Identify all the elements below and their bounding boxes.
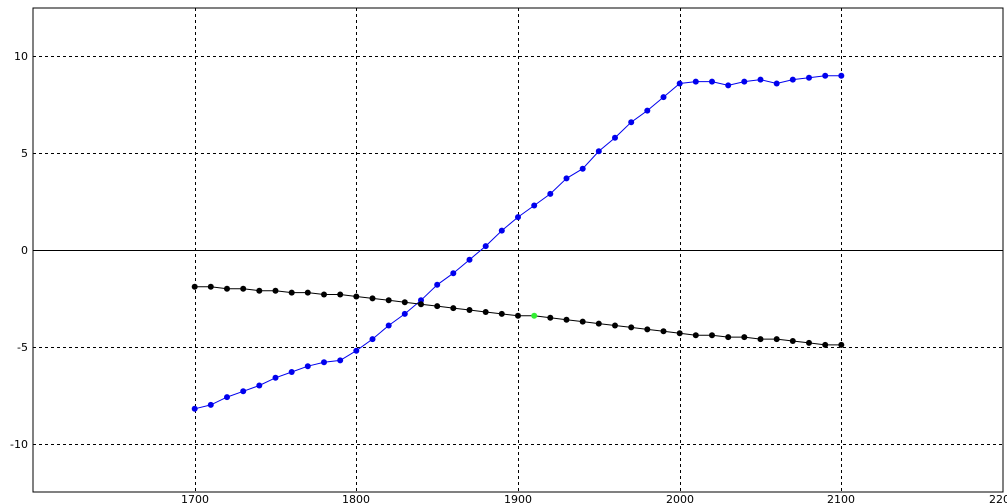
series-1-point	[450, 305, 457, 312]
series-1-point	[741, 334, 748, 341]
series-0-point	[579, 165, 586, 172]
series-0-point	[304, 363, 311, 370]
y-tick-label: -10	[10, 438, 28, 451]
series-1-point	[224, 285, 230, 292]
series-0-point	[401, 310, 408, 317]
series-0-point	[272, 374, 279, 381]
series-0-point	[612, 134, 618, 141]
series-0-point	[676, 80, 683, 87]
series-1-point	[401, 299, 408, 306]
series-1-point	[692, 332, 699, 339]
y-tick-label: 0	[21, 244, 28, 257]
series-0-point	[498, 227, 505, 234]
series-0-point	[191, 405, 198, 412]
x-tick-label: 1900	[504, 493, 532, 504]
series-1-point	[838, 341, 845, 348]
x-tick-label: 2000	[666, 493, 694, 504]
series-0-point	[240, 388, 247, 395]
series-0-point	[434, 281, 441, 288]
series-1-point	[660, 328, 667, 335]
series-0-point	[628, 119, 635, 126]
series-1-point	[272, 287, 279, 294]
series-0-point	[806, 74, 812, 81]
series-0-point	[692, 78, 699, 85]
series-1-point	[498, 310, 505, 317]
series-1-point	[321, 291, 327, 298]
series-1-point	[434, 303, 441, 310]
series-1-point	[579, 318, 586, 325]
series-1-point	[563, 316, 570, 323]
series-0-point	[369, 336, 376, 343]
series-1-point	[207, 283, 214, 290]
series-0-point	[207, 401, 214, 408]
series-0-point	[547, 190, 554, 197]
y-tick-label: 10	[14, 50, 28, 63]
series-0-point	[838, 72, 845, 79]
series-0-point	[773, 80, 780, 87]
series-1-point	[628, 324, 635, 331]
series-1-point	[466, 307, 473, 313]
series-0-point	[224, 394, 230, 401]
series-1-point	[547, 314, 554, 321]
series-0-point	[337, 357, 344, 364]
series-1-point	[709, 332, 715, 339]
series-0-point	[256, 382, 263, 389]
series-0-point	[531, 202, 538, 209]
series-1-point	[612, 322, 618, 329]
tick-labels: 1700 1800 1900 2000 2100 2200 -10 -5 0 5 10	[10, 50, 1007, 504]
series-1-point	[385, 297, 392, 304]
series-0-point	[321, 359, 327, 366]
series-1-point	[256, 287, 263, 294]
series-0-point	[482, 243, 489, 250]
series-1-point	[822, 341, 829, 348]
series-1-point	[288, 289, 295, 296]
series-0-point	[789, 76, 796, 83]
series-1-point	[676, 330, 683, 337]
series-0-point	[741, 78, 748, 85]
x-tick-label: 1700	[181, 493, 209, 504]
y-tick-label: 5	[21, 147, 28, 160]
series-0-point	[660, 94, 667, 101]
x-tick-label: 2200	[989, 493, 1007, 504]
series-1-point	[337, 291, 344, 298]
series-0-point	[725, 82, 732, 89]
series-1-point	[482, 309, 489, 315]
series-1-point	[757, 336, 764, 343]
series-1-point	[418, 301, 424, 308]
series-0-point	[563, 175, 570, 182]
series-1-point	[240, 285, 247, 292]
series-0-point	[757, 76, 764, 83]
series-0-point	[822, 72, 829, 79]
series-0-point	[515, 214, 521, 221]
plot-frame	[32, 7, 1004, 493]
y-tick-label: -5	[17, 341, 28, 354]
series-0-point	[385, 322, 392, 329]
series-1-highlight-point	[531, 312, 538, 319]
series-0-point	[709, 78, 715, 85]
x-tick-label: 2100	[827, 493, 855, 504]
series-1-point	[353, 293, 360, 300]
series-0-point	[595, 148, 602, 155]
series-0-point	[288, 369, 295, 375]
series-1-point	[789, 338, 796, 344]
series-1-point	[644, 326, 651, 333]
x-tick-label: 1800	[342, 493, 370, 504]
series-0-point	[353, 347, 360, 354]
series-0-point	[450, 270, 457, 277]
series-1-point	[725, 334, 732, 341]
series-1-point	[304, 289, 311, 296]
series-1-point	[515, 312, 521, 319]
series-1-point	[191, 283, 198, 290]
series-layer	[191, 72, 845, 412]
series-1-point	[773, 336, 780, 343]
series-0-point	[466, 256, 473, 263]
series-1-point	[595, 320, 602, 327]
series-1-point	[806, 339, 812, 346]
series-0-point	[644, 107, 651, 114]
series-1-point	[369, 295, 376, 302]
